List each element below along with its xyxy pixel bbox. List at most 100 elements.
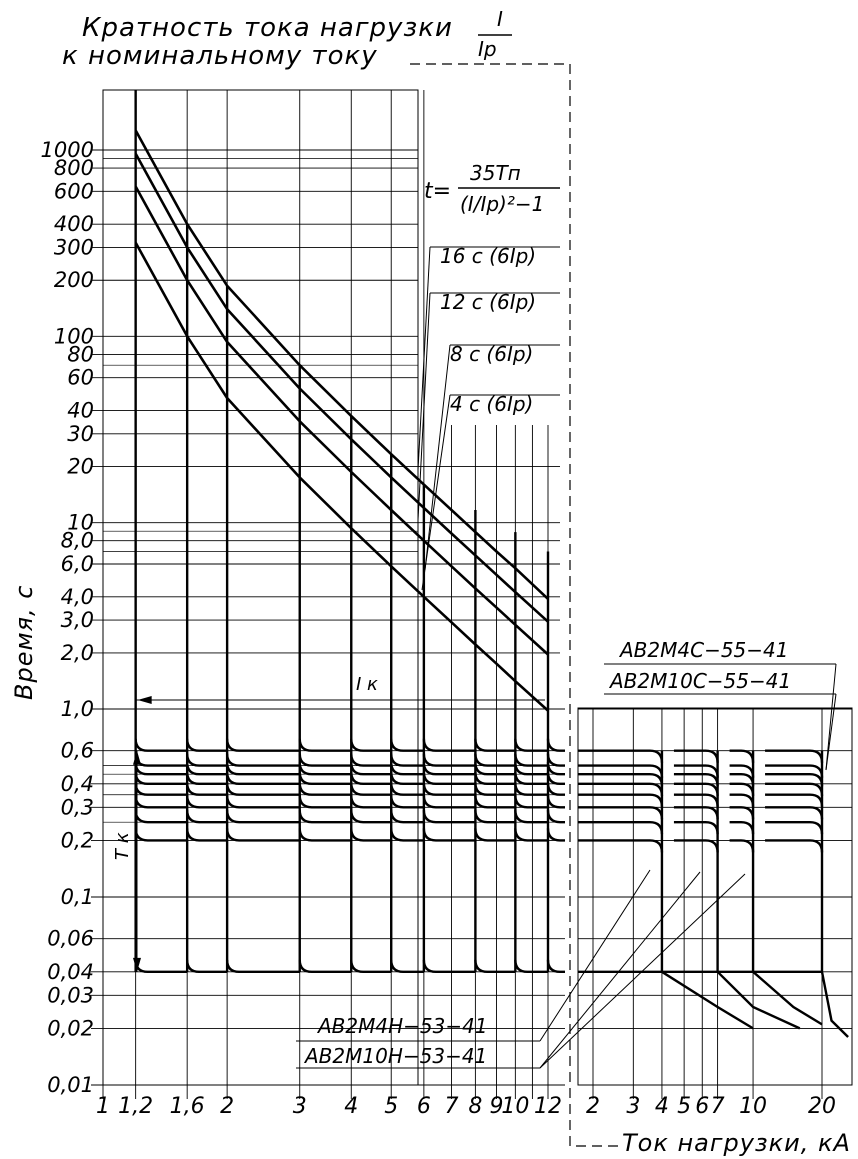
thermal-point	[495, 574, 498, 576]
cutoff-band	[474, 771, 516, 786]
y-tick-label: 0,1	[61, 885, 94, 909]
cutoff-band	[546, 810, 565, 824]
cutoff-band	[474, 753, 516, 767]
series-leader	[417, 246, 431, 471]
series-leader	[421, 394, 451, 591]
cutoff-band	[185, 762, 228, 776]
cutoff-band	[185, 795, 228, 809]
tk-arrow-bottom	[133, 957, 141, 972]
cutoff-band	[514, 738, 548, 752]
right-cutoff-band	[765, 839, 824, 853]
cutoff-band	[134, 828, 188, 842]
cutoff-band	[225, 782, 300, 796]
cutoff-band	[298, 738, 352, 752]
ratio-label-den: Ip	[478, 37, 497, 61]
cutoff-band	[298, 753, 352, 767]
tail-curve	[716, 970, 801, 1030]
cutoff-band	[225, 753, 300, 767]
x-tick-label: 5	[384, 1094, 398, 1119]
x-tick-label: 8	[468, 1094, 482, 1119]
x-tick-label: 3	[293, 1094, 307, 1119]
cutoff-band	[298, 828, 352, 842]
cutoff-band	[474, 810, 516, 824]
cutoff-band	[514, 828, 548, 842]
cutoff-band	[422, 810, 476, 824]
thermal-point	[495, 550, 498, 553]
right-cutoff-band	[673, 749, 719, 763]
cutoff-band	[390, 762, 424, 776]
thermal-curve-4s	[134, 242, 549, 712]
right-cutoff-band	[765, 764, 824, 778]
thermal-point	[450, 532, 453, 535]
cutoff-band	[514, 753, 548, 767]
cutoff-band	[225, 762, 300, 776]
chart-title-line2: к номинальному току	[62, 41, 378, 71]
cutoff-band	[546, 828, 565, 842]
cutoff-band	[225, 828, 300, 842]
cutoff-band	[546, 753, 565, 767]
x-tick-label: 1	[96, 1094, 110, 1119]
cutoff-band	[514, 771, 548, 786]
cutoff-band	[390, 738, 424, 752]
y-tick-label: 0,03	[47, 983, 94, 1007]
labels: Кратность тока нагрузки к номинальному т…	[10, 7, 851, 1157]
y-tick-label: 0,06	[47, 927, 94, 951]
cutoff-band	[225, 738, 300, 752]
y-tick-label: 4,0	[61, 585, 94, 609]
cutoff-band	[134, 782, 188, 796]
right-cutoff-band	[729, 793, 755, 807]
thermal-point	[450, 621, 453, 624]
y-tick-label: 1000	[41, 138, 94, 162]
breaker-label-m4-c: АВ2М4С−55−41	[618, 638, 789, 662]
cutoff-band	[350, 782, 392, 796]
breaker-label-m4-h: АВ2М4Н−53−41	[316, 1014, 488, 1038]
cutoff-band	[185, 771, 228, 786]
x-tick-label: 7	[444, 1094, 458, 1119]
cutoff-band	[185, 959, 228, 974]
cutoff-band	[225, 795, 300, 809]
y-tick-label: 40	[67, 398, 94, 422]
cutoff-band	[474, 828, 516, 842]
right-cutoff-band	[578, 839, 664, 853]
right-cutoff-band	[673, 839, 719, 853]
tick-labels: 0,01 0,02 0,030,04 0,06 0,1 0,2 0,30,4 0,6 1,0 2,…	[41, 138, 836, 1119]
y-tick-label: 400	[54, 212, 94, 236]
y-tick-label: 0,4	[61, 772, 94, 796]
cutoff-band	[185, 828, 228, 842]
cutoff-band	[134, 810, 188, 824]
series-leader	[424, 344, 451, 571]
ik-label: I к	[356, 674, 378, 695]
right-cutoff-band	[578, 806, 664, 820]
tail-curve	[820, 971, 849, 1038]
grid	[91, 89, 853, 1099]
series-label-4: 4 с (6Ip)	[450, 392, 533, 416]
cutoff-band	[422, 753, 476, 767]
cutoff-band	[134, 738, 188, 752]
right-x-tick-label: 20	[808, 1094, 836, 1119]
y-tick-label: 0,01	[47, 1073, 94, 1097]
y-tick-label: 80	[67, 342, 94, 366]
cutoff-band	[390, 795, 424, 809]
cutoff-band	[134, 753, 188, 767]
cutoff-band	[422, 959, 476, 974]
right-cutoff-band	[765, 806, 824, 820]
thermal-point	[495, 662, 498, 665]
y-tick-label: 300	[54, 235, 94, 259]
right-cutoff-band	[765, 793, 824, 807]
thermal-point	[495, 606, 498, 609]
cutoff-band	[474, 738, 516, 752]
cutoff-band	[350, 959, 392, 974]
left-frame	[102, 89, 419, 1086]
cutoff-band	[225, 959, 300, 974]
right-x-tick-label: 6	[695, 1094, 709, 1119]
y-tick-label: 1,0	[61, 697, 94, 721]
right-cutoff-band	[729, 749, 755, 763]
right-cutoff-band	[673, 793, 719, 807]
x-axis-label: Ток нагрузки, кА	[622, 1129, 851, 1157]
x-tick-label: 2	[220, 1094, 234, 1119]
cutoff-band	[350, 738, 392, 752]
right-cutoff-band	[673, 820, 719, 835]
right-cutoff-band	[765, 749, 824, 763]
right-cutoff-band	[729, 820, 755, 835]
